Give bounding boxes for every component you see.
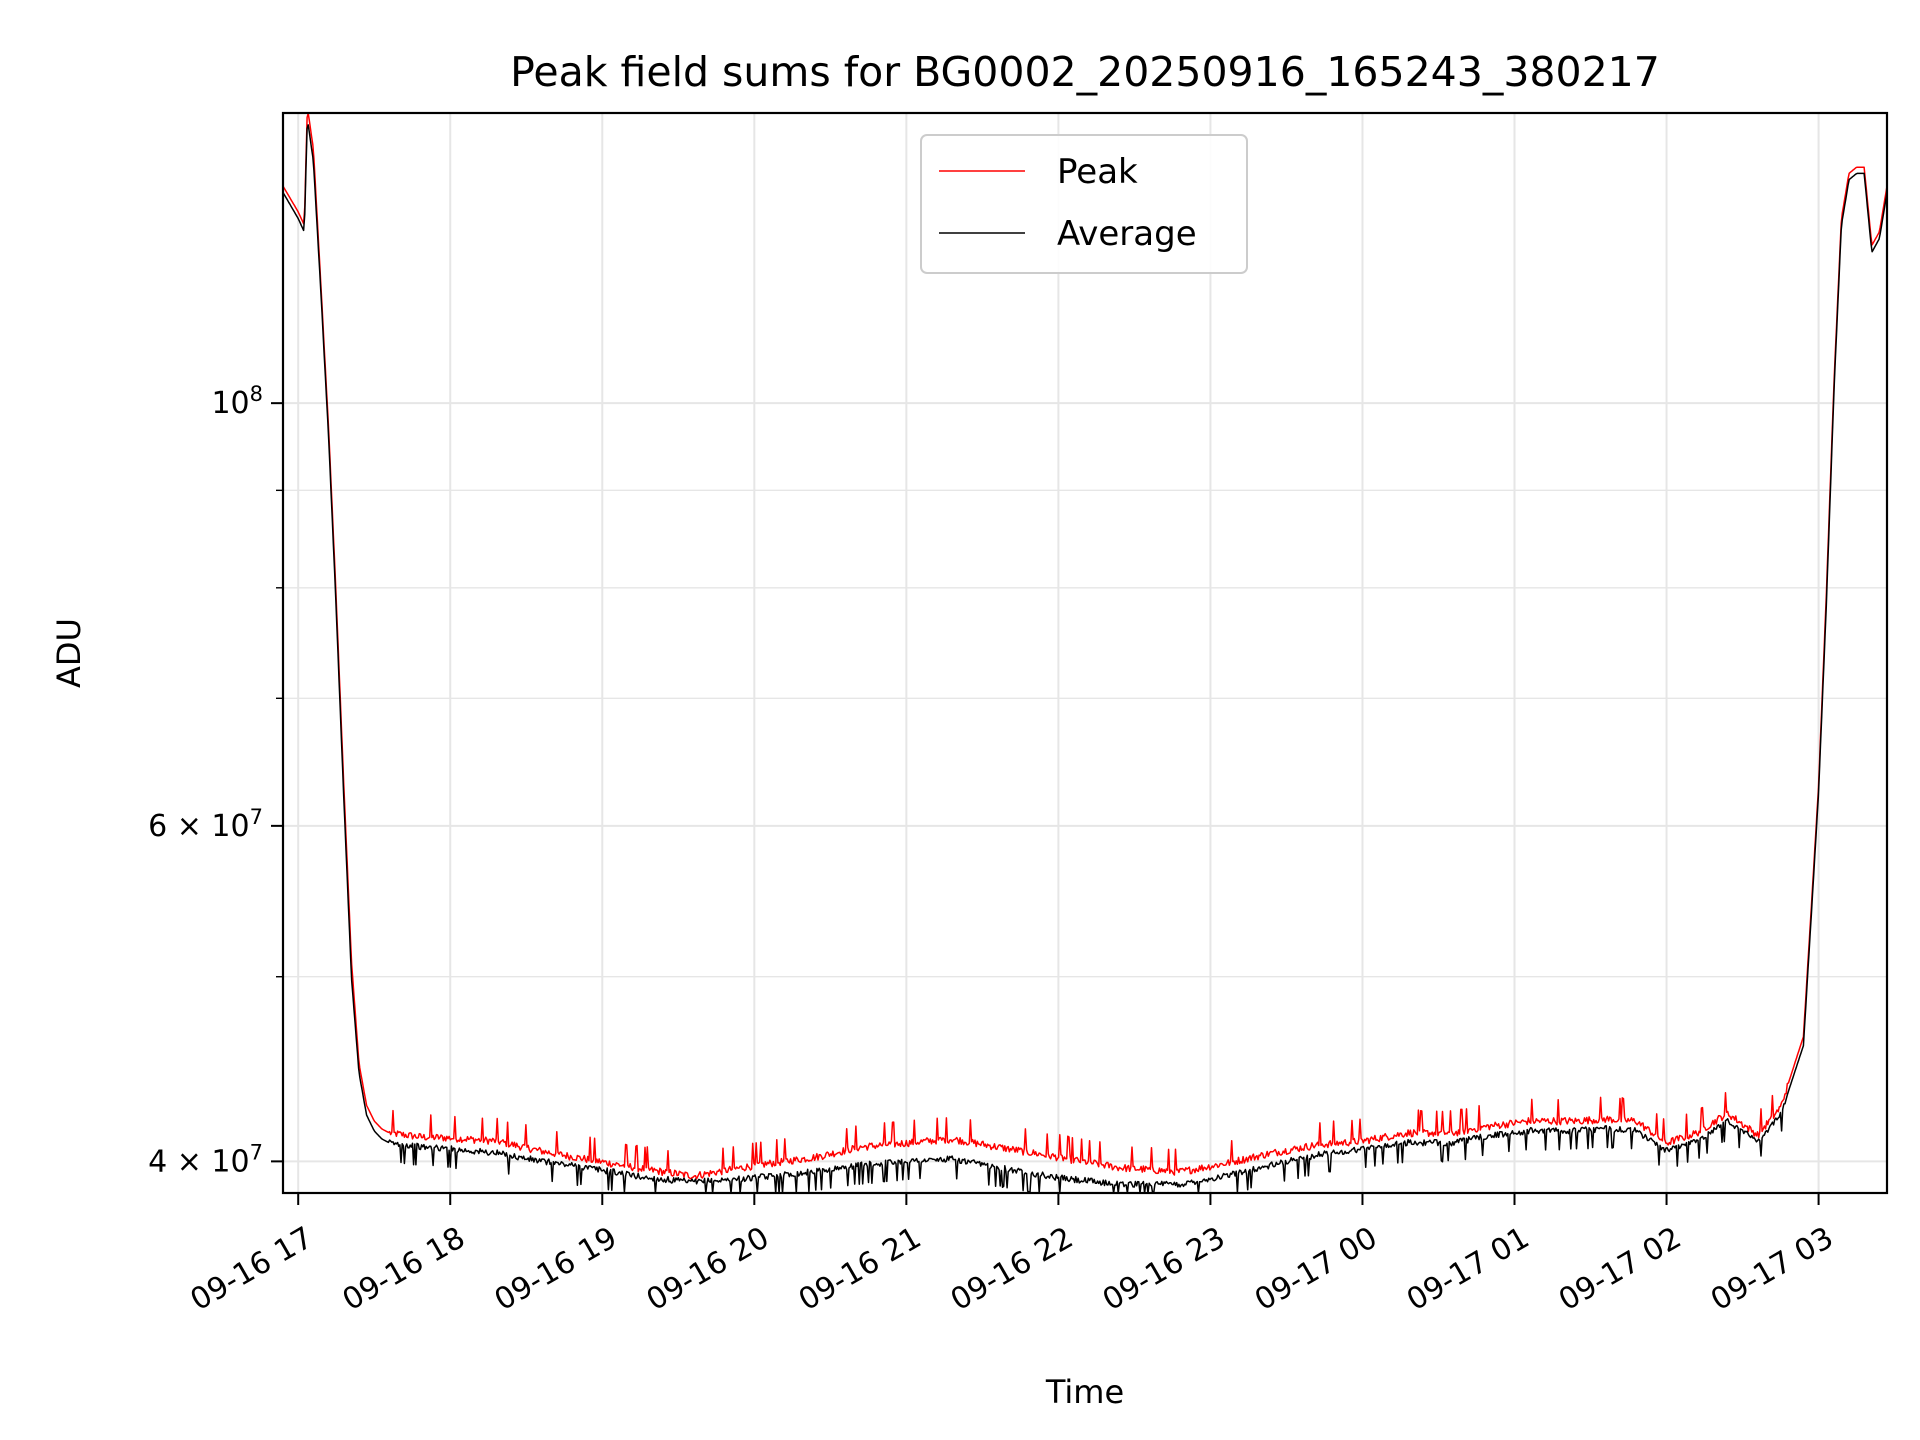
legend-peak-label: Peak [1057, 152, 1138, 192]
grid [283, 113, 1887, 1193]
legend: Peak Average [920, 134, 1248, 274]
series-line-average [282, 124, 1888, 1194]
x-axis-title: Time [1045, 1373, 1124, 1411]
plot-frame [281, 111, 1889, 1195]
y-tick-label-2: 108 [211, 382, 263, 421]
chart-title: Peak field sums for BG0002_20250916_1652… [510, 48, 1660, 96]
legend-frame [920, 134, 1248, 274]
y-tick-label-0: 4 × 107 [148, 1140, 263, 1179]
series-line-peak [282, 112, 1888, 1180]
legend-average-label: Average [1057, 214, 1197, 254]
y-axis-title: ADU [50, 618, 88, 688]
y-axis: 4 × 107 6 × 107 108 [148, 382, 283, 1179]
series-layer [282, 112, 1888, 1194]
y-tick-label-1: 6 × 107 [148, 805, 263, 844]
